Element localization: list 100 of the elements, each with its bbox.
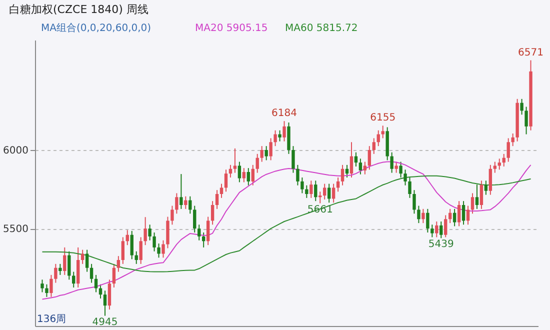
candlestick [484,180,488,196]
candlestick [134,250,138,264]
candlestick [260,146,264,162]
candlestick [90,263,94,284]
candlestick [448,208,452,224]
candlestick [318,191,322,204]
candlestick [287,122,290,154]
candlestick [322,183,326,200]
candlestick [511,133,514,147]
candlestick [112,263,116,288]
chart-title: 白糖加权(CZCE 1840) 周线 [9,3,148,16]
annotation: 6571 [518,47,544,58]
candlestick [372,138,376,154]
candlestick [246,168,250,186]
annotation: 6155 [370,112,396,124]
candlestick [305,184,308,198]
candlestick [340,164,344,186]
candlestick [40,279,44,293]
candlestick [457,200,461,227]
candlestick [72,271,76,288]
candlestick [269,138,272,161]
candlestick [58,263,62,276]
candlestick [85,249,89,272]
candlestick [130,230,134,260]
candlestick [358,158,362,175]
candlestick [206,216,210,246]
candlestick [157,243,160,258]
candlestick [103,290,107,316]
candlestick [399,161,402,178]
candlestick [462,200,466,226]
candlestick [144,216,147,246]
candlestick [426,208,430,233]
candlestick [98,284,102,299]
candlestick [50,274,53,298]
y-tick-label: 6000 [3,146,28,156]
candlestick [180,174,183,210]
candlestick [440,221,443,239]
candlestick [256,153,259,174]
candlestick [121,236,125,264]
candlestick [198,224,201,241]
annotation: 5439 [428,239,454,250]
candlestick [327,183,331,204]
candlestick [76,246,80,288]
text: MA60 5815.72 [285,23,358,34]
candlestick [162,240,165,258]
candlestick [524,106,528,135]
candlestick [45,284,48,298]
candlestick [368,146,372,170]
candlestick [80,249,84,264]
candlestick [139,236,142,264]
annotation: 4945 [92,316,118,328]
candlestick [354,152,358,167]
candlestick [345,164,349,178]
candlestick [466,205,470,226]
candlestick [193,205,196,233]
candlestick [292,146,295,174]
candlestick [148,224,152,241]
legend-title: MA组合(0,0,20,60,0,0) [41,22,152,34]
candlestick [210,200,214,226]
candlestick [470,192,474,214]
candlestick [350,142,354,178]
candlestick [452,208,456,227]
candlestick [68,250,71,280]
candlestick [332,183,336,204]
candlestick [233,148,237,174]
candlestick [242,168,246,183]
candlestick [417,205,420,224]
annotation: 6184 [272,108,297,120]
candlestick [408,177,412,198]
candlestick [296,164,300,186]
candlestick [390,152,394,174]
candlestick [224,169,228,192]
candlestick [381,125,384,139]
candlestick [278,130,282,142]
candlestick [336,177,340,192]
candlestick [422,208,425,224]
candlestick [251,164,254,186]
candlestick [238,161,242,183]
candlestick [502,153,506,167]
candlestick [300,177,304,194]
text: MA20 5905.15 [195,23,268,34]
candlestick [166,216,170,249]
candlestick [54,263,58,284]
candlestick [108,279,112,310]
candlestick [215,190,219,210]
candlestick [274,130,277,147]
candlestick [282,120,286,142]
candlestick [220,183,224,198]
candlestick [412,190,416,214]
annotation: 136周 [37,314,66,325]
candlestick [170,205,174,226]
candlestick [404,169,407,186]
candlestick [394,161,398,174]
candlestick [175,192,178,214]
candlestick [435,221,438,238]
candlestick [116,256,120,272]
candlestick [314,180,318,202]
candlestick [488,164,492,196]
candlestick [63,246,66,276]
candlestick [493,161,497,174]
